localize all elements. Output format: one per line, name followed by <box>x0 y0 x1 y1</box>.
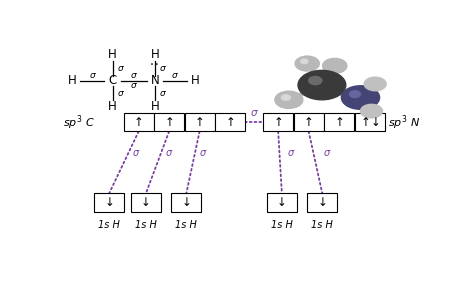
Text: 1s H: 1s H <box>135 220 157 230</box>
Text: H: H <box>150 48 159 61</box>
Text: ↓: ↓ <box>277 196 287 209</box>
Text: ↑: ↑ <box>164 116 174 129</box>
Text: N: N <box>150 74 159 87</box>
Bar <box>293 113 324 131</box>
Text: ↓: ↓ <box>371 116 381 129</box>
Text: ↓: ↓ <box>141 196 151 209</box>
Circle shape <box>323 59 347 73</box>
Text: σ: σ <box>133 148 139 158</box>
Bar <box>263 113 293 131</box>
Circle shape <box>309 76 322 85</box>
Text: σ: σ <box>131 81 137 90</box>
Text: ↑: ↑ <box>195 116 204 129</box>
Circle shape <box>298 70 346 100</box>
Bar <box>94 193 124 212</box>
Text: ↑: ↑ <box>360 116 370 129</box>
Circle shape <box>275 91 303 108</box>
Text: σ: σ <box>288 148 294 158</box>
Text: σ: σ <box>131 71 137 80</box>
Bar <box>324 113 354 131</box>
Text: σ: σ <box>118 88 123 98</box>
Text: ··: ·· <box>149 60 161 70</box>
Text: σ: σ <box>160 88 166 98</box>
Text: σ: σ <box>172 71 178 80</box>
Text: $sp^3$ C: $sp^3$ C <box>63 113 95 131</box>
Text: ↑: ↑ <box>334 116 344 129</box>
Circle shape <box>282 95 290 100</box>
Circle shape <box>349 91 360 98</box>
Bar <box>171 193 201 212</box>
Text: 1s H: 1s H <box>271 220 293 230</box>
Text: ↓: ↓ <box>317 196 327 209</box>
Text: H: H <box>150 100 159 113</box>
Circle shape <box>364 77 386 91</box>
Text: σ: σ <box>200 148 206 158</box>
Circle shape <box>295 56 319 71</box>
Text: 1s H: 1s H <box>98 220 120 230</box>
Bar <box>131 193 161 212</box>
Bar <box>267 193 297 212</box>
Bar <box>355 113 385 131</box>
Bar <box>154 113 184 131</box>
Circle shape <box>341 86 380 109</box>
Bar <box>307 193 337 212</box>
Text: ↓: ↓ <box>182 196 191 209</box>
Text: ↑: ↑ <box>134 116 144 129</box>
Bar <box>124 113 154 131</box>
Text: σ: σ <box>165 148 172 158</box>
Text: H: H <box>68 74 76 87</box>
Text: ↑: ↑ <box>304 116 314 129</box>
Text: H: H <box>108 100 117 113</box>
Text: σ: σ <box>251 108 258 118</box>
Text: 1s H: 1s H <box>175 220 197 230</box>
Text: σ: σ <box>160 64 166 73</box>
Bar <box>184 113 215 131</box>
Text: H: H <box>191 74 200 87</box>
Text: σ: σ <box>324 148 330 158</box>
Circle shape <box>301 59 308 64</box>
Text: H: H <box>108 48 117 61</box>
Text: ↑: ↑ <box>273 116 283 129</box>
Circle shape <box>360 104 383 118</box>
Text: σ: σ <box>118 64 123 73</box>
Text: σ: σ <box>90 71 95 80</box>
Text: 1s H: 1s H <box>311 220 333 230</box>
Text: ↑: ↑ <box>225 116 235 129</box>
Text: C: C <box>109 74 117 87</box>
Text: $sp^3$ N: $sp^3$ N <box>388 113 420 131</box>
Bar <box>215 113 245 131</box>
Text: ↓: ↓ <box>104 196 114 209</box>
